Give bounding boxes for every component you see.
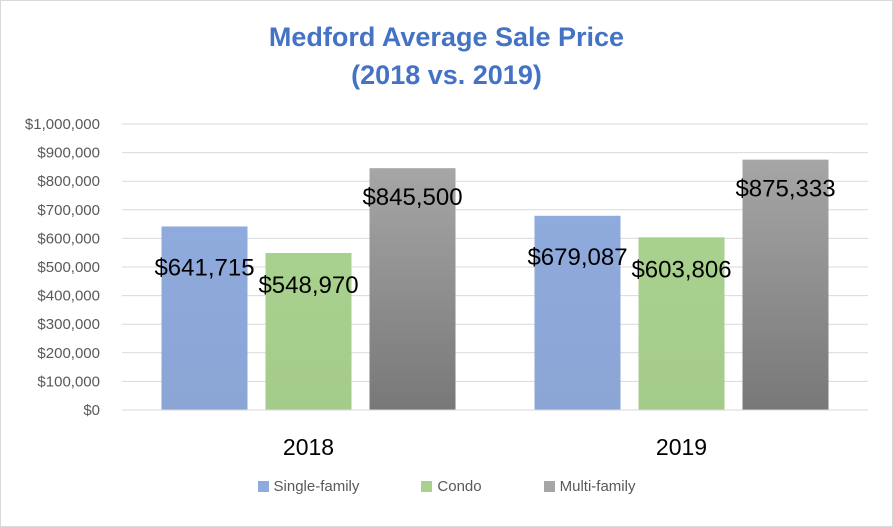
bar-multi-family xyxy=(369,168,456,410)
x-tick-label: 2019 xyxy=(656,434,707,460)
data-label: $679,087 xyxy=(527,244,627,271)
data-label: $641,715 xyxy=(154,254,254,281)
legend-swatch-multi-family xyxy=(543,481,555,492)
data-label: $875,333 xyxy=(735,176,835,203)
bar-condo xyxy=(638,237,725,410)
y-tick-label: $900,000 xyxy=(37,145,100,162)
y-tick-label: $800,000 xyxy=(37,173,100,190)
legend-item-condo: Condo xyxy=(421,478,482,495)
legend-swatch-single-family xyxy=(257,481,269,492)
data-label: $548,970 xyxy=(258,272,358,299)
legend-label-single-family: Single-family xyxy=(273,478,360,495)
chart-title: Medford Average Sale Price xyxy=(268,22,625,52)
y-tick-label: $300,000 xyxy=(37,316,100,333)
chart-subtitle: (2018 vs. 2019) xyxy=(351,60,542,90)
bar-multi-family xyxy=(742,159,829,410)
legend-label-multi-family: Multi-family xyxy=(559,478,636,495)
bar-single-family xyxy=(534,215,621,410)
y-tick-label: $600,000 xyxy=(37,230,100,247)
chart-legend: Single-family Condo Multi-family xyxy=(0,478,893,495)
bar-single-family xyxy=(161,226,248,410)
legend-item-single-family: Single-family xyxy=(257,478,360,495)
y-tick-label: $400,000 xyxy=(37,288,100,305)
legend-item-multi-family: Multi-family xyxy=(543,478,636,495)
x-tick-label: 2018 xyxy=(283,434,334,460)
y-tick-label: $500,000 xyxy=(37,259,100,276)
y-tick-label: $200,000 xyxy=(37,345,100,362)
y-tick-label: $100,000 xyxy=(37,373,100,390)
legend-swatch-condo xyxy=(421,481,433,492)
y-tick-label: $1,000,000 xyxy=(25,116,100,133)
data-label: $603,806 xyxy=(631,256,731,283)
y-tick-label: $700,000 xyxy=(37,202,100,219)
y-tick-label: $0 xyxy=(83,402,100,419)
data-label: $845,500 xyxy=(362,184,462,211)
bar-condo xyxy=(265,252,352,410)
legend-label-condo: Condo xyxy=(437,478,482,495)
